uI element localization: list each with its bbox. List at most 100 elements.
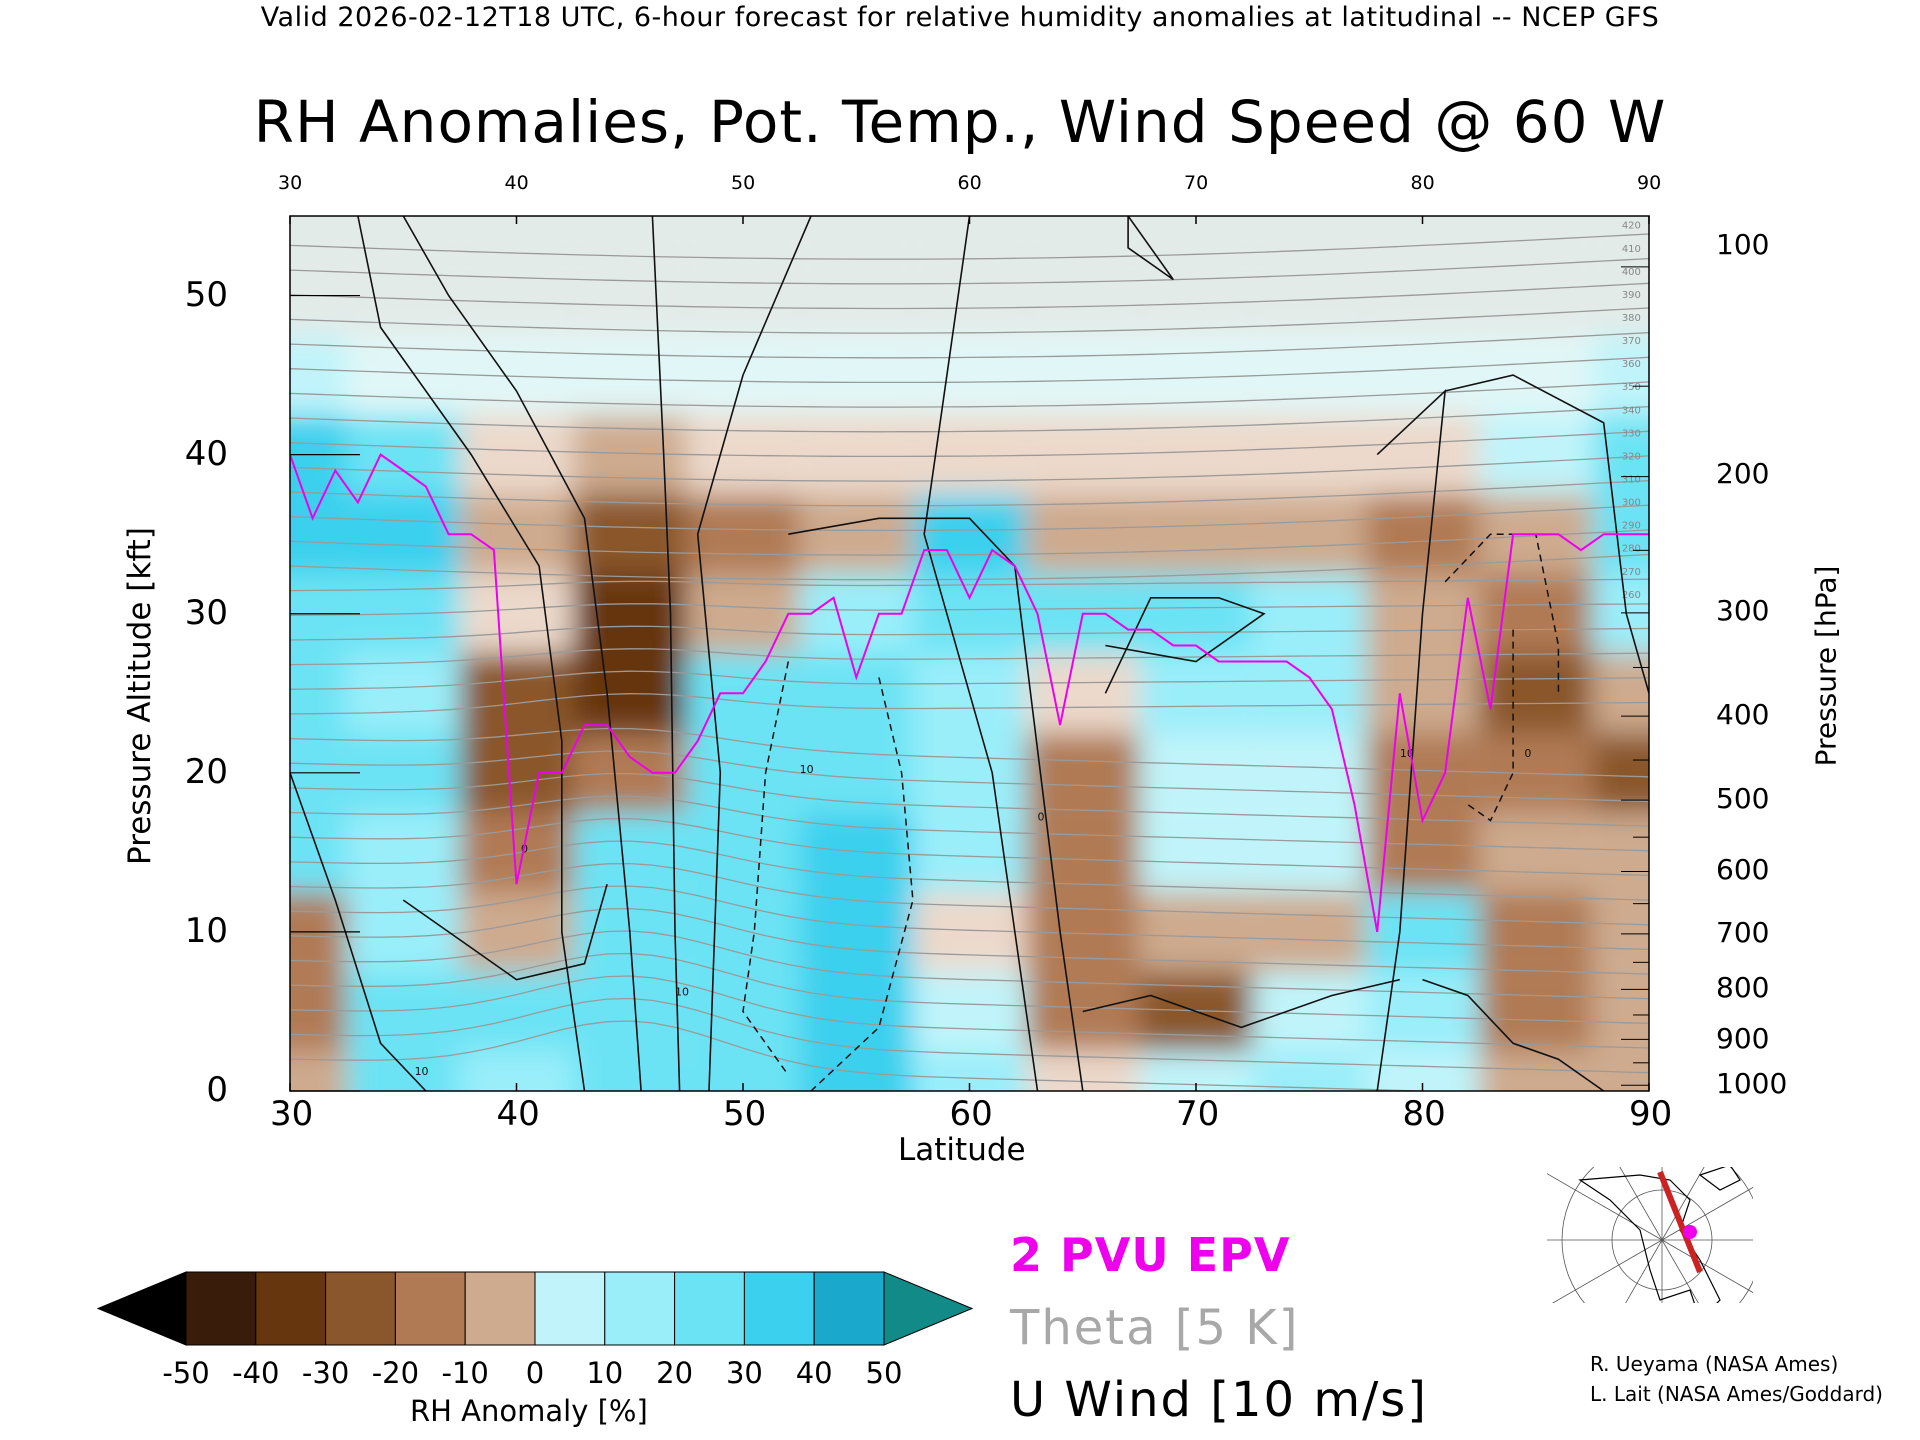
inset-route [1657,1170,1703,1274]
theta-contour-line [290,693,1649,715]
pressure-tick-label: 200 [1716,457,1770,491]
rh-cell [573,971,687,1052]
rh-cell [1479,653,1593,734]
wind-label: 0 [1037,811,1044,824]
wind-contour-dashed [810,677,914,1091]
rh-cell [799,216,913,256]
theta-label: 340 [1622,405,1641,416]
rh-cell [1139,573,1253,654]
rh-cell [346,414,460,495]
rh-cell [573,335,687,415]
theta-label: 310 [1622,474,1641,485]
theta-contour-line [290,795,1649,852]
theta-label: 260 [1622,590,1641,601]
theta-label: 410 [1622,244,1641,255]
theta-contour-line [290,479,1649,507]
colorbar [96,1271,974,1346]
colorbar-tick-label: 20 [656,1356,694,1390]
rh-cell [1479,971,1593,1052]
theta-contour-line [290,670,1649,690]
rh-cell [1252,892,1366,972]
rh-cell [573,216,687,256]
colorbar-tick-label: -30 [301,1356,350,1390]
epv-line [290,453,1649,933]
theta-contour-line [290,307,1649,334]
rh-cell [1026,255,1140,336]
y-tick-label: 30 [184,592,228,633]
theta-label: 350 [1622,382,1641,393]
wind-contour-line [1422,978,1605,1091]
wind-contour-line [696,216,812,1091]
wind-contour-dashed [742,661,790,1076]
wind-contour-line [923,216,1039,1091]
theta-contour-line [290,750,1649,803]
rh-cell [1026,733,1140,813]
theta-contour-line [290,907,1649,975]
rh-cell [912,971,1027,1052]
rh-cell [1365,414,1480,495]
rh-cell [346,733,460,813]
x-axis-label: Latitude [898,1132,1026,1168]
inset-meridian [1661,1166,1706,1241]
colorbar-tick-label: 50 [865,1356,903,1390]
rh-cell [1479,892,1593,972]
colorbar-tick-label: -50 [162,1356,210,1390]
rh-cell [1139,494,1253,574]
theta-contour-line [290,331,1649,359]
rh-cell [799,892,913,972]
theta-contour-line [290,648,1649,666]
rh-cell [1252,653,1366,734]
theta-contour-line [290,997,1649,1074]
rh-cell [686,255,800,336]
x-top-tick-label: 70 [1184,172,1209,194]
theta-contour-line [290,885,1649,951]
theta-contour-line [290,553,1649,581]
rh-cell [290,335,347,415]
rh-cell [1139,653,1253,734]
theta-contour-line [290,578,1649,592]
colorbar-segment [534,1271,606,1346]
rh-cell [1592,573,1649,654]
rh-cell [1365,255,1480,336]
inset-meridian [1661,1239,1754,1294]
rh-cell [459,255,574,336]
rh-cell [1026,494,1140,574]
colorbar-high-arrow [883,1271,974,1346]
theta-label: 400 [1622,267,1641,278]
rh-cell [1365,733,1480,813]
rh-cell [686,733,800,813]
rh-cell [290,1051,347,1091]
wind-contour-line [1444,374,1649,694]
theta-label: 280 [1622,544,1641,555]
colorbar-tick-label: 40 [795,1356,833,1390]
colorbar-segment [325,1271,396,1346]
rh-cell [1592,892,1649,972]
wind-contour-line [651,216,681,1091]
pressure-tick-label: 800 [1716,971,1770,1005]
rh-cell [912,573,1027,654]
y-tick-label: 50 [184,274,228,315]
pressure-axis-label: Pressure [hPa] [1809,565,1843,767]
rh-cell [912,414,1027,495]
colorbar-segment [604,1271,676,1346]
rh-cell [1592,733,1649,813]
theta-label: 360 [1622,359,1641,370]
theta-contour-line [290,282,1649,310]
wind-label: 0 [1524,747,1531,760]
rh-cell [686,812,800,893]
pressure-tick-label: 900 [1716,1022,1770,1056]
x-tick-label: 60 [949,1094,993,1134]
colorbar-segment [255,1271,327,1346]
wind-contour-line [402,883,608,981]
colorbar-tick-label: 30 [725,1356,763,1390]
rh-cell [1139,892,1253,972]
y-tick-label: 20 [184,751,228,792]
inset-meridian [1661,1186,1754,1241]
rh-cell [799,255,913,336]
colorbar-segment [464,1271,536,1346]
theta-contour-line [290,356,1649,384]
rh-cell [1479,573,1593,654]
rh-cell [346,494,460,574]
legend-epv: 2 PVU EPV [1010,1228,1291,1282]
inset-frame [1546,1166,1754,1304]
